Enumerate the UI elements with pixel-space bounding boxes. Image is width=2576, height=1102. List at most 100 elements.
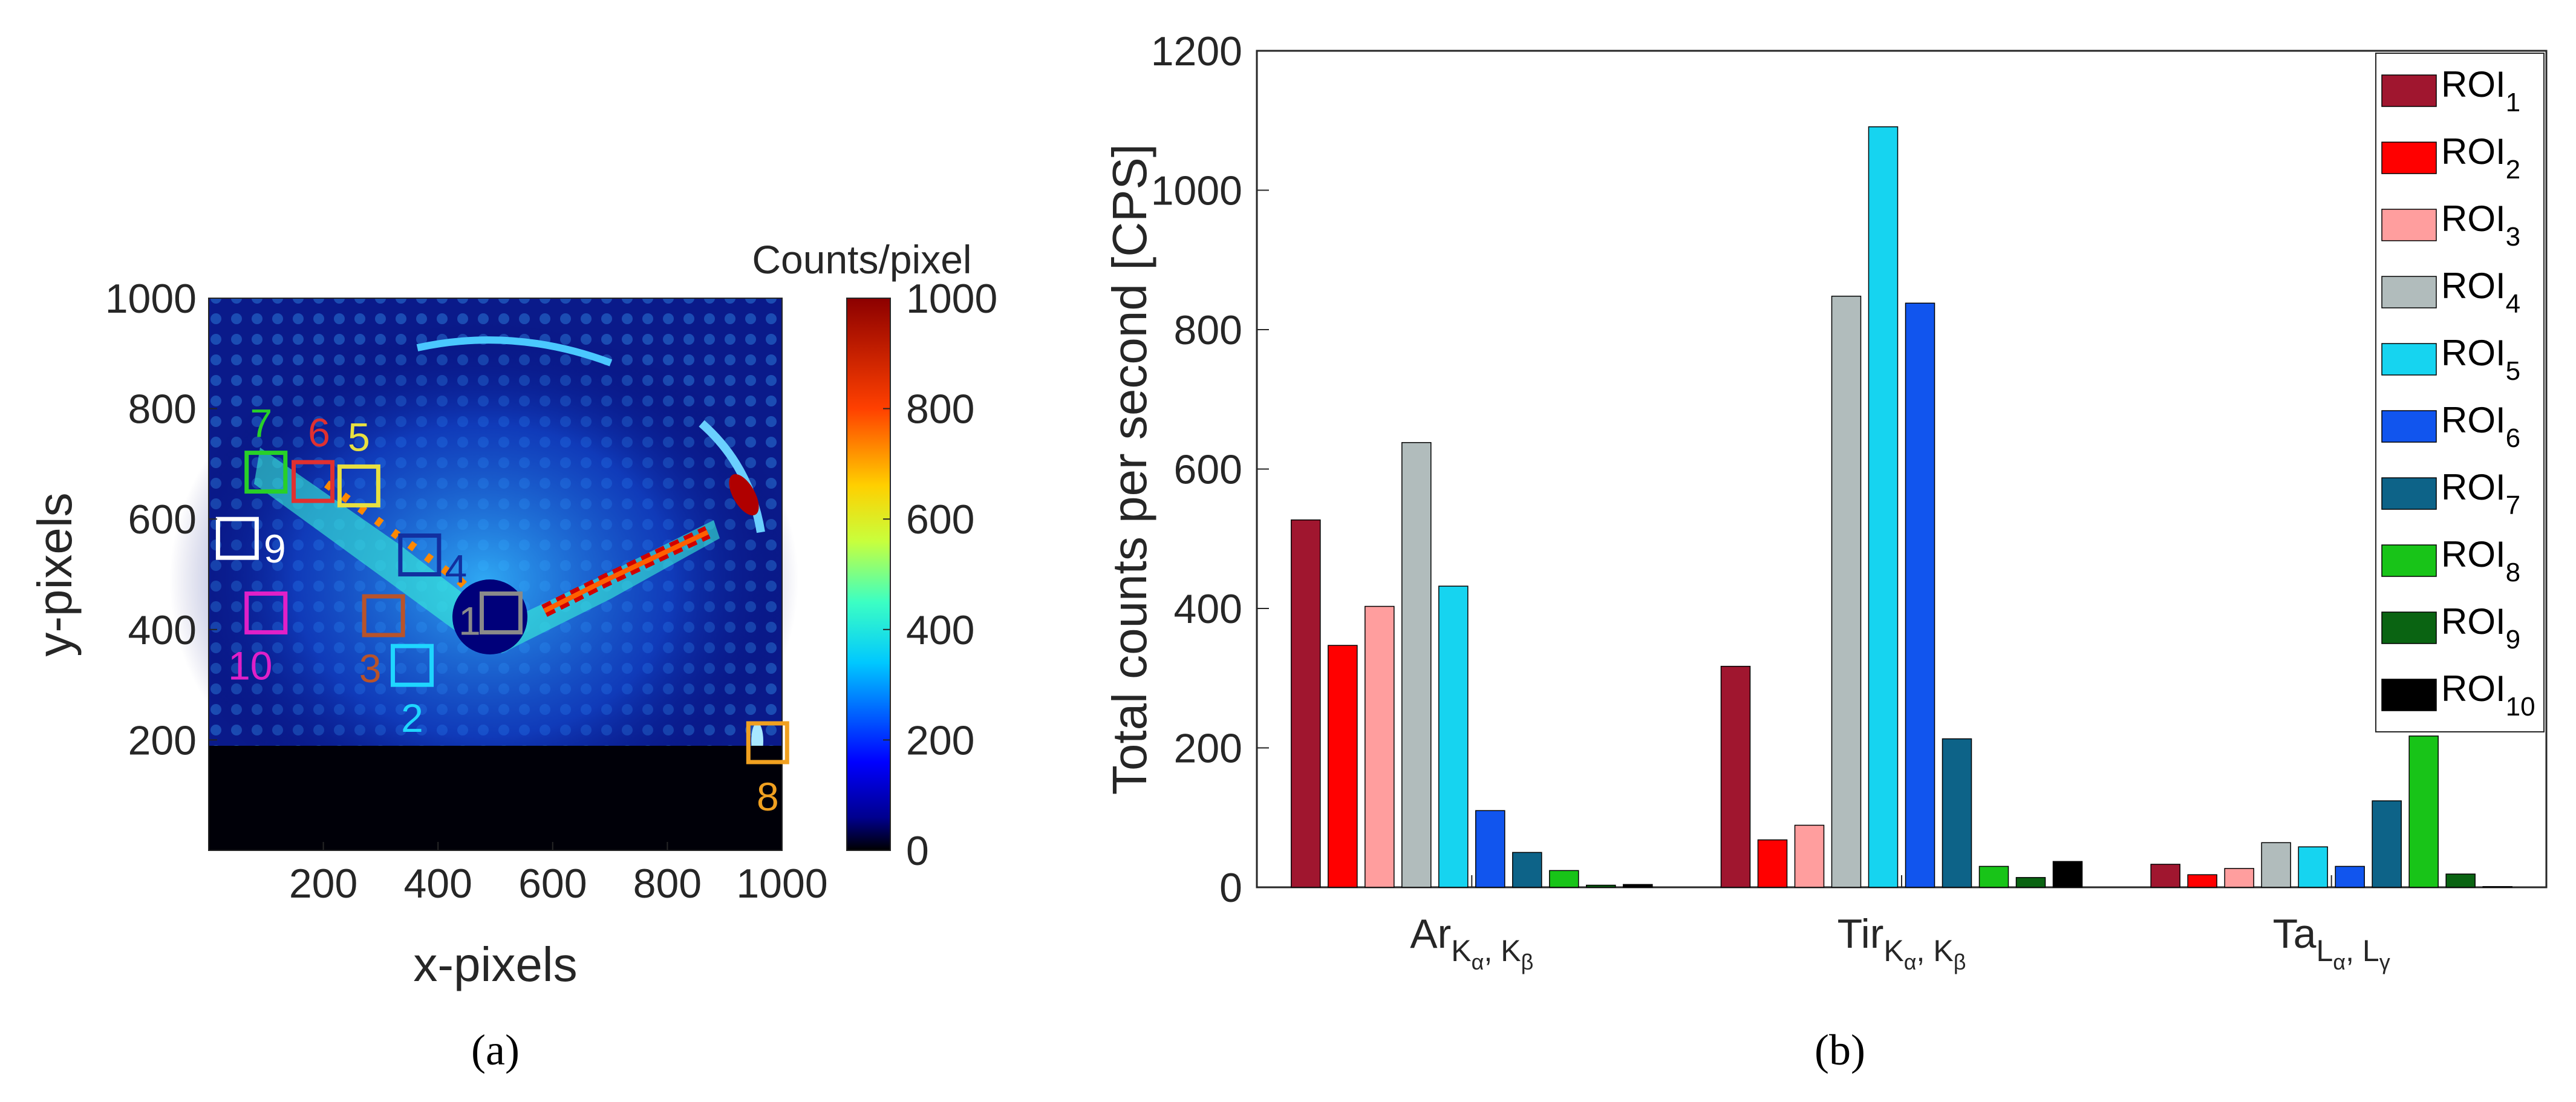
roi-label: 10 [228, 643, 272, 688]
bar-category-label: TirKα, Kβ [1837, 911, 1966, 974]
y-tick-label: 600 [128, 497, 197, 543]
legend-label: ROI2 [2441, 131, 2520, 184]
colorbar-tick-label: 600 [906, 497, 974, 543]
bar-y-tick-label: 600 [1174, 447, 1242, 493]
bar-category-label: TaLα, Lγ [2273, 911, 2390, 974]
bar-y-tick-label: 200 [1174, 726, 1242, 772]
legend-label: ROI4 [2441, 266, 2520, 319]
x-tick-label: 600 [518, 861, 587, 907]
legend-label: ROI3 [2441, 198, 2520, 252]
roi-label: 8 [757, 774, 779, 819]
legend-swatch [2381, 74, 2437, 107]
bar [1757, 839, 1788, 888]
colorbar-title: Counts/pixel [752, 237, 971, 282]
roi-box [746, 721, 789, 765]
legend-label: ROI8 [2441, 534, 2520, 587]
legend-label: ROI10 [2441, 668, 2535, 722]
roi-box [215, 517, 259, 560]
colorbar-ticks: 0 200 400 600 800 1000 [883, 276, 997, 874]
bar [2052, 861, 2083, 888]
roi-box [337, 464, 380, 507]
bar-category-labels: ArKα, Kβ TirKα, Kβ TaLα, Lγ [1410, 875, 2390, 974]
bar [1794, 824, 1825, 888]
x-tick-label: 800 [633, 861, 702, 907]
legend-label: ROI5 [2441, 333, 2520, 386]
legend-swatch [2381, 410, 2437, 443]
panel-b-label: (b) [1815, 1026, 1865, 1074]
y-tick-label: 400 [128, 607, 197, 653]
legend-label: ROI7 [2441, 467, 2520, 520]
roi-box [362, 594, 405, 637]
bar-y-label: Total counts per second [CPS] [1103, 144, 1156, 795]
legend-swatch [2381, 343, 2437, 376]
roi-label: 5 [348, 414, 370, 459]
bar-category-label: ArKα, Kβ [1410, 911, 1533, 974]
heatmap-panel: 1 23 4 567 8 9 10 200 400 600 800 1000 200 400 600 80… [28, 237, 997, 1074]
roi-box [391, 644, 434, 687]
roi-label: 4 [445, 547, 468, 592]
legend-label: ROI6 [2441, 400, 2520, 453]
roi-box [398, 533, 442, 577]
bar [1401, 442, 1432, 888]
roi-label: 3 [359, 646, 382, 691]
legend-swatch [2381, 142, 2437, 174]
roi-label: 1 [458, 598, 481, 643]
bar [1720, 665, 1751, 888]
bar [2224, 868, 2254, 888]
colorbar-tick-label: 800 [906, 386, 974, 432]
roi-label: 2 [401, 696, 423, 740]
bar-panel: 0 200 400 600 800 1000 1200 ArKα, Kβ TirKα, Kβ T… [1103, 28, 2548, 1074]
legend-label: ROI1 [2441, 64, 2520, 117]
roi-box [292, 460, 335, 503]
bar [1549, 870, 1579, 888]
bar [1978, 866, 2009, 888]
y-tick-label: 800 [128, 386, 197, 432]
bar [1868, 126, 1899, 888]
colorbar-tick-label: 400 [906, 607, 974, 653]
legend-swatch [2381, 276, 2437, 308]
roi-markers: 1 23 4 567 8 9 10 [215, 401, 789, 819]
bar [2015, 877, 2046, 888]
bar [1475, 810, 1505, 888]
legend-swatch [2381, 544, 2437, 577]
colorbar-tick-label: 0 [906, 828, 929, 874]
bar [1512, 852, 1542, 888]
bar [1831, 295, 1862, 888]
heatmap-y-ticks: 200 400 600 800 1000 [105, 276, 217, 763]
bar [1586, 884, 1616, 888]
bar [2445, 873, 2476, 888]
roi-box [479, 591, 523, 634]
bar [2408, 735, 2439, 888]
legend-swatch [2381, 679, 2437, 711]
roi-box [244, 591, 288, 634]
legend-swatch [2381, 209, 2437, 241]
bar-y-tick-label: 1200 [1151, 28, 1242, 74]
bar [2150, 864, 2180, 888]
colorbar [846, 298, 891, 851]
bar [2187, 874, 2217, 888]
bar [1328, 645, 1358, 888]
bar-legend: ROI1 ROI2 ROI3 ROI4 ROI5 ROI6 ROI7 ROI8 ROI9 ROI1… [2375, 53, 2545, 732]
bar-y-tick-label: 400 [1174, 586, 1242, 632]
x-tick-label: 200 [289, 861, 357, 907]
bar [1365, 605, 1395, 888]
heatmap-frame [208, 298, 783, 851]
legend-swatch [2381, 611, 2437, 644]
bar-y-tick-label: 800 [1174, 307, 1242, 353]
bar [1623, 884, 1653, 888]
heatmap-x-label: x-pixels [413, 937, 577, 991]
legend-swatch [2381, 477, 2437, 510]
heatmap-intensity [169, 298, 798, 850]
panel-a-label: (a) [471, 1026, 520, 1074]
colorbar-tick-label: 200 [906, 717, 974, 763]
bar [2372, 800, 2402, 888]
heatmap-x-ticks: 200 400 600 800 1000 [289, 842, 828, 907]
legend-label: ROI9 [2441, 601, 2520, 654]
bar [1438, 585, 1469, 888]
roi-label: 7 [250, 401, 272, 446]
y-tick-label: 200 [128, 717, 197, 763]
bar-y-ticks: 0 200 400 600 800 1000 1200 [1151, 28, 1269, 911]
x-tick-label: 400 [403, 861, 472, 907]
bar-y-tick-label: 0 [1219, 865, 1242, 911]
